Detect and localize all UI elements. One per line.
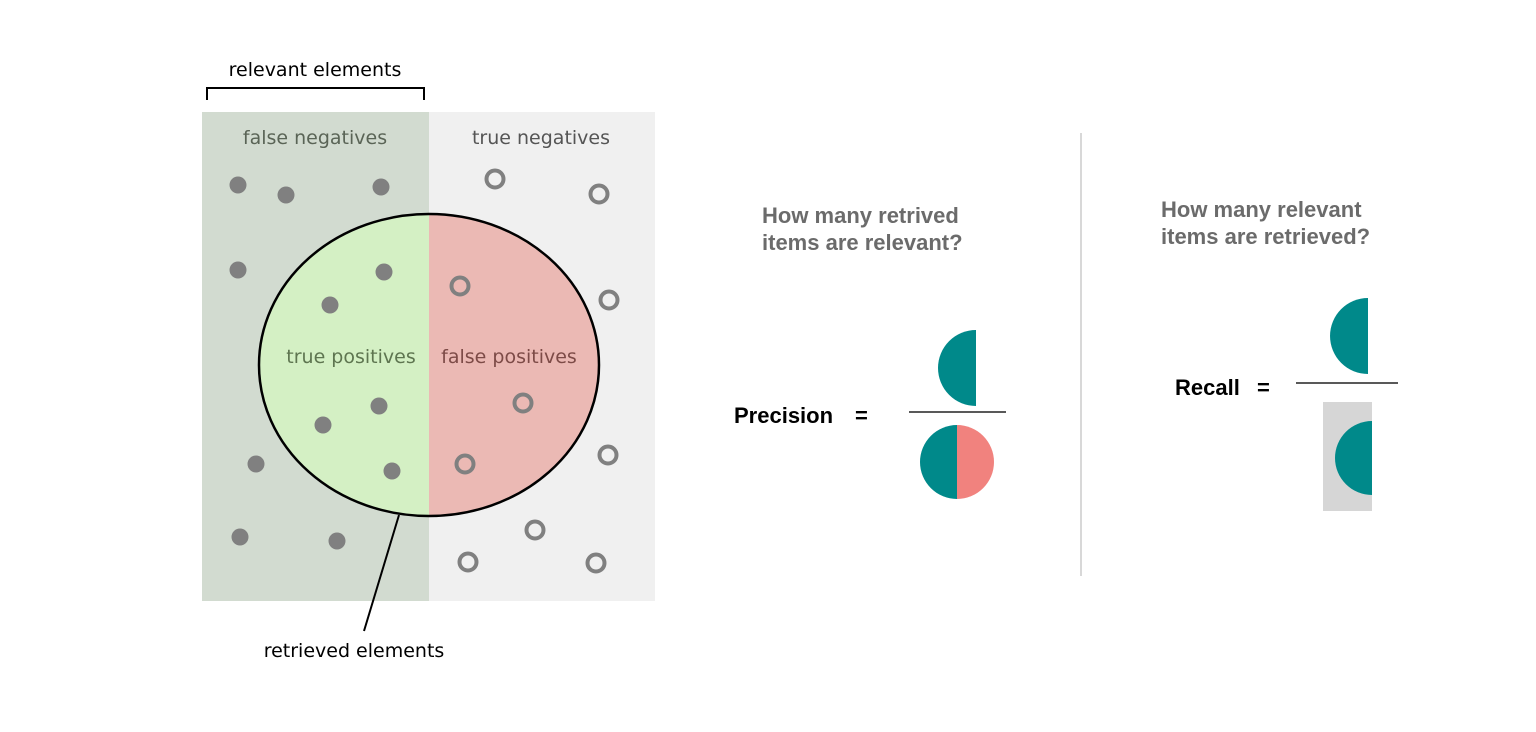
precision-denominator-irrelevant-half [957,425,994,499]
relevant-dot [229,176,247,194]
precision-denominator-relevant-half [920,425,957,499]
precision-numerator-half-circle [938,330,976,406]
irrelevant-ring [512,392,534,414]
relevant-bracket [206,87,425,100]
irrelevant-ring [585,552,607,574]
irrelevant-ring [524,519,546,541]
irrelevant-ring [598,289,620,311]
relevant-dot [247,455,265,473]
precision-question-line2: items are relevant? [762,230,963,255]
false-positives-area [429,214,599,516]
precision-label: Precision [734,403,834,428]
relevant-dots [229,176,401,550]
precision-fraction [909,330,1006,499]
irrelevant-ring [454,453,476,475]
irrelevant-ring [597,444,619,466]
relevant-dot [314,416,332,434]
true-positives-label: true positives [286,346,415,368]
recall-denominator-half-circle [1335,421,1372,495]
true-negatives-label: true negatives [472,127,610,149]
recall-equals: = [1257,375,1270,400]
relevant-dot [375,263,393,281]
recall-fraction [1296,298,1398,511]
recall-numerator-half-circle [1330,298,1368,374]
irrelevant-ring [449,275,471,297]
irrelevant-ring [588,183,610,205]
false-positives-label: false positives [441,346,577,368]
recall-question-line1: How many relevant [1161,197,1362,222]
relevant-dot [328,532,346,550]
relevant-dot [231,528,249,546]
relevant-dot [277,186,295,204]
true-positives-area [259,214,429,516]
retrieved-pointer-line [363,514,400,632]
relevant-dot [383,462,401,480]
precision-equals: = [855,403,868,428]
retrieved-ellipse-outline [257,212,601,518]
relevant-dot [370,397,388,415]
irrelevant-rings [449,168,620,574]
recall-label: Recall [1175,375,1240,400]
relevant-dot [321,296,339,314]
relevant-dot [372,178,390,196]
precision-question-line1: How many retrived [762,203,959,228]
retrieved-elements-label: retrieved elements [264,640,445,662]
irrelevant-ring [457,551,479,573]
recall-question-line2: items are retrieved? [1161,224,1371,249]
precision-question: How many retrived items are relevant? [762,202,963,256]
relevant-dot [229,261,247,279]
relevant-elements-label: relevant elements [229,59,402,81]
irrelevant-ring [484,168,506,190]
recall-question: How many relevant items are retrieved? [1161,196,1370,250]
false-negatives-label: false negatives [243,127,387,149]
